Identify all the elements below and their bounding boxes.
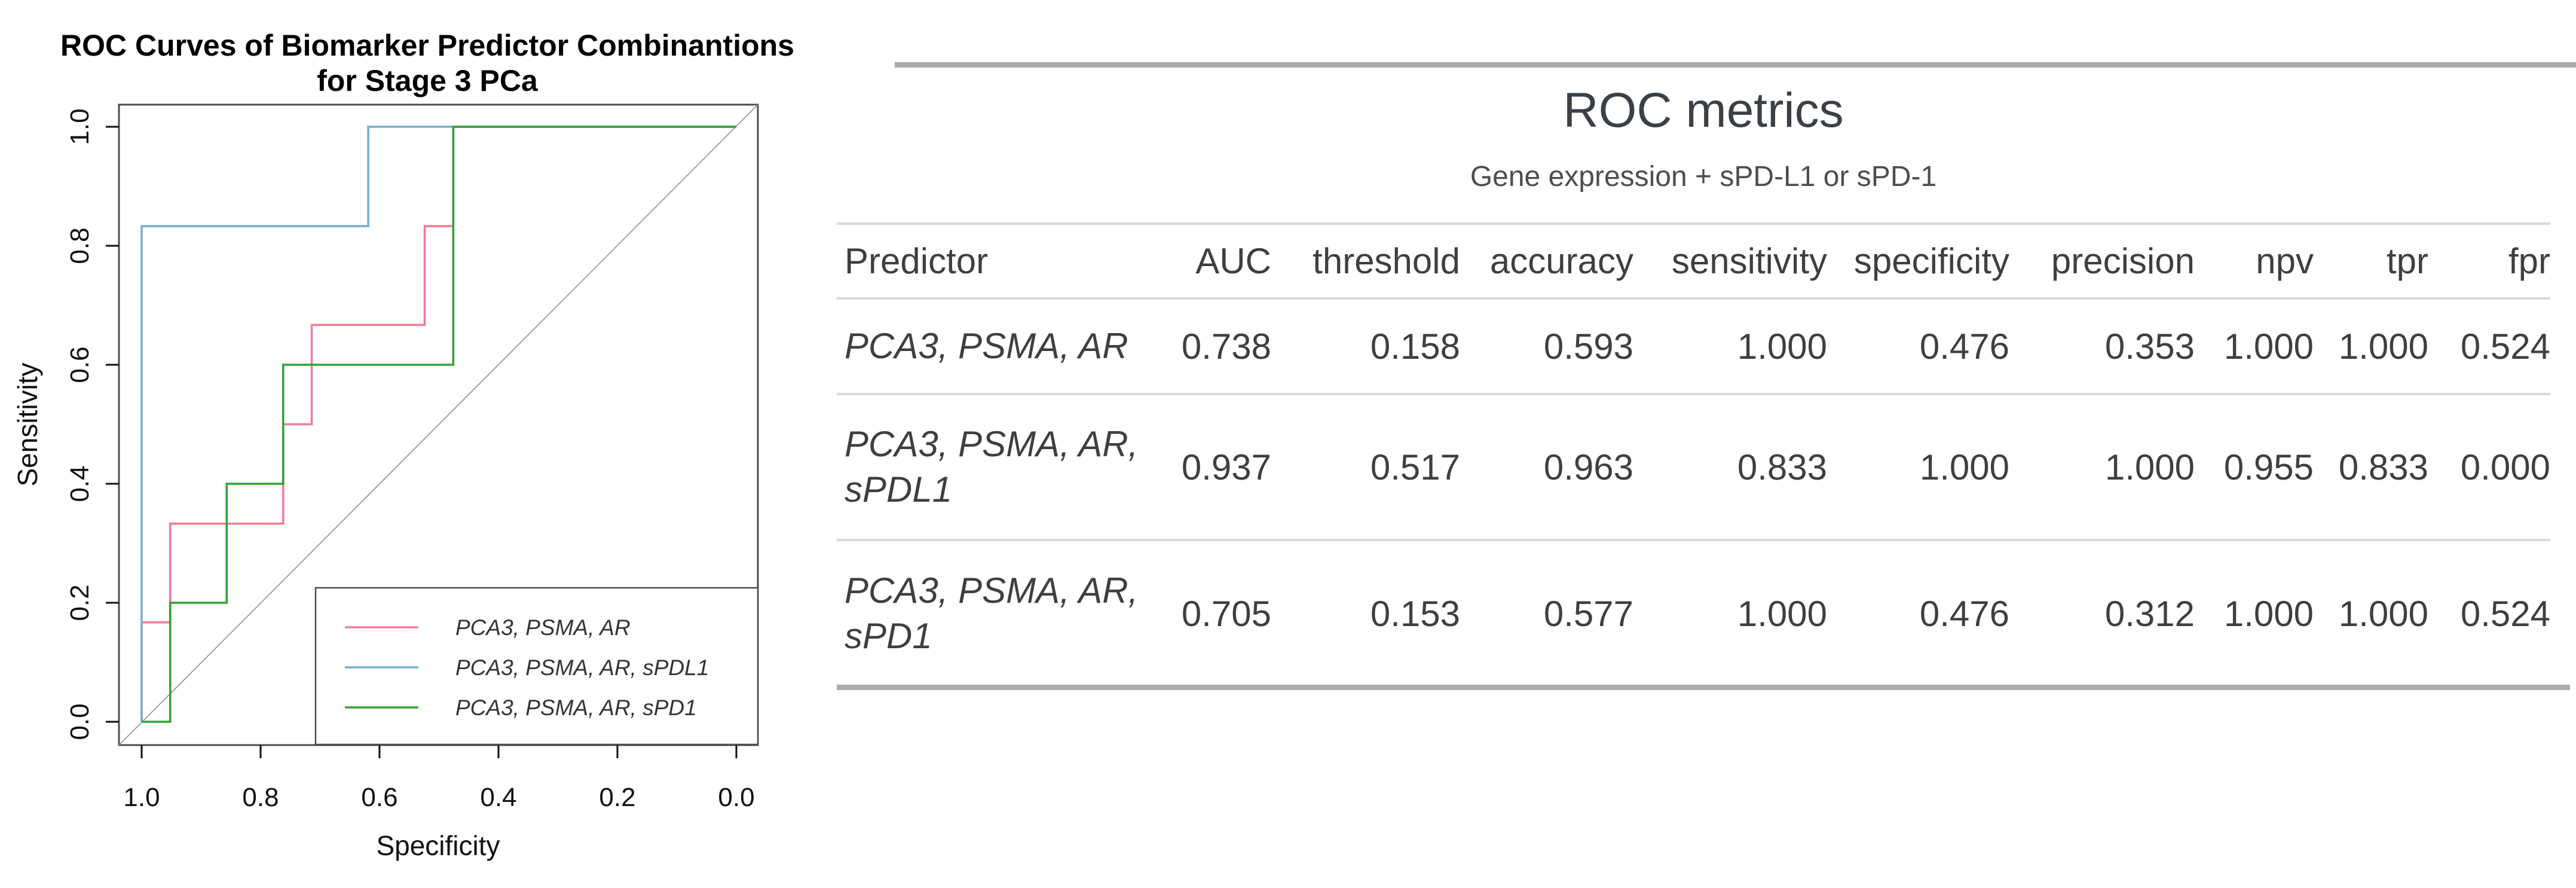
legend-label-pca3-psma-ar-spd1: PCA3, PSMA, AR, sPD1 <box>455 695 697 720</box>
predictor-cell: PCA3, PSMA, AR, sPD1 <box>845 570 1139 656</box>
table-top-rule <box>895 62 2576 68</box>
roc-metrics-table: Predictor AUC threshold accuracy sensitivity… <box>837 222 2550 686</box>
table-bottom-rule <box>837 685 2570 690</box>
table-header: Predictor AUC threshold accuracy sensitivity… <box>837 224 2550 298</box>
x-axis-label: Specificity <box>376 830 500 861</box>
roc-curve-chart: ROC Curves of Biomarker Predictor Combin… <box>12 29 794 861</box>
value-cell: 0.000 <box>2460 447 2550 487</box>
value-cell: 0.833 <box>1737 447 1827 487</box>
value-cell: 1.000 <box>1737 593 1827 634</box>
column-header-auc: AUC <box>1195 241 1271 281</box>
column-header-specificity: specificity <box>1853 241 2009 281</box>
column-header-accuracy: accuracy <box>1489 241 1633 281</box>
y-tick-label: 0.6 <box>65 346 94 383</box>
chart-title-line1: ROC Curves of Biomarker Predictor Combin… <box>60 29 794 62</box>
table-row: PCA3, PSMA, AR 0.738 0.158 0.593 1.000 0.476 0… <box>837 298 2550 394</box>
value-cell: 0.577 <box>1543 593 1633 634</box>
value-cell: 0.476 <box>1919 593 2009 634</box>
y-tick-label: 0.0 <box>65 703 94 740</box>
y-tick-label: 0.2 <box>65 584 94 621</box>
value-cell: 0.738 <box>1181 326 1271 367</box>
value-cell: 0.955 <box>2223 447 2314 487</box>
x-tick-label: 0.2 <box>599 783 635 812</box>
table-row: PCA3, PSMA, AR, sPDL1 0.937 0.517 0.963 0.83… <box>837 394 2550 540</box>
value-cell: 0.517 <box>1370 447 1460 487</box>
value-cell: 0.476 <box>1919 326 2009 367</box>
value-cell: 0.833 <box>2338 447 2428 487</box>
predictor-cell: PCA3, PSMA, AR, sPDL1 <box>845 424 1139 509</box>
column-header-threshold: threshold <box>1313 241 1460 281</box>
table-body: PCA3, PSMA, AR 0.738 0.158 0.593 1.000 0.476 0… <box>837 298 2550 686</box>
x-tick-label: 1.0 <box>123 783 160 812</box>
column-header-npv: npv <box>2256 241 2314 281</box>
value-cell: 0.705 <box>1181 593 1271 634</box>
chance-diagonal-line <box>118 104 758 746</box>
value-cell: 1.000 <box>2338 593 2428 634</box>
x-tick-label: 0.0 <box>718 783 754 812</box>
value-cell: 0.524 <box>2460 593 2550 634</box>
value-cell: 1.000 <box>2223 326 2314 367</box>
chart-legend-box <box>314 587 759 746</box>
y-tick-label: 0.8 <box>65 227 94 264</box>
value-cell: 0.312 <box>2104 593 2195 634</box>
y-tick-label: 1.0 <box>65 108 94 145</box>
legend-label-pca3-psma-ar: PCA3, PSMA, AR <box>455 615 631 640</box>
y-axis-label: Sensitivity <box>12 362 43 486</box>
value-cell: 0.937 <box>1181 447 1271 487</box>
y-tick-label: 0.4 <box>65 465 94 502</box>
value-cell: 1.000 <box>1737 326 1827 367</box>
value-cell: 0.158 <box>1370 326 1460 367</box>
predictor-cell: PCA3, PSMA, AR <box>845 326 1128 366</box>
legend-label-pca3-psma-ar-spdl1: PCA3, PSMA, AR, sPDL1 <box>455 655 709 680</box>
value-cell: 0.524 <box>2460 326 2550 367</box>
value-cell: 1.000 <box>2223 593 2314 634</box>
column-header-tpr: tpr <box>2386 241 2428 281</box>
value-cell: 0.353 <box>2104 326 2195 367</box>
table-subtitle: Gene expression + sPD-L1 or sPD-1 <box>1470 161 1937 193</box>
table-title: ROC metrics <box>1563 83 1844 138</box>
x-tick-label: 0.8 <box>242 783 279 812</box>
roc-curve-pca3-psma-ar-spd1 <box>142 126 736 723</box>
column-header-fpr: fpr <box>2508 241 2550 281</box>
value-cell: 1.000 <box>2104 447 2195 487</box>
table-row: PCA3, PSMA, AR, sPD1 0.705 0.153 0.577 1.000… <box>837 540 2550 686</box>
column-header-sensitivity: sensitivity <box>1671 241 1827 281</box>
chart-title-line2: for Stage 3 PCa <box>317 64 539 97</box>
value-cell: 1.000 <box>2338 326 2428 367</box>
column-header-predictor: Predictor <box>845 241 989 281</box>
roc-metrics-panel: ROC metrics Gene expression + sPD-L1 or … <box>831 0 2576 888</box>
value-cell: 0.593 <box>1543 326 1633 367</box>
x-tick-label: 0.6 <box>361 783 397 812</box>
value-cell: 1.000 <box>1919 447 2009 487</box>
column-header-precision: precision <box>2051 241 2195 281</box>
x-tick-label: 0.4 <box>480 783 516 812</box>
value-cell: 0.963 <box>1543 447 1633 487</box>
value-cell: 0.153 <box>1370 593 1460 634</box>
